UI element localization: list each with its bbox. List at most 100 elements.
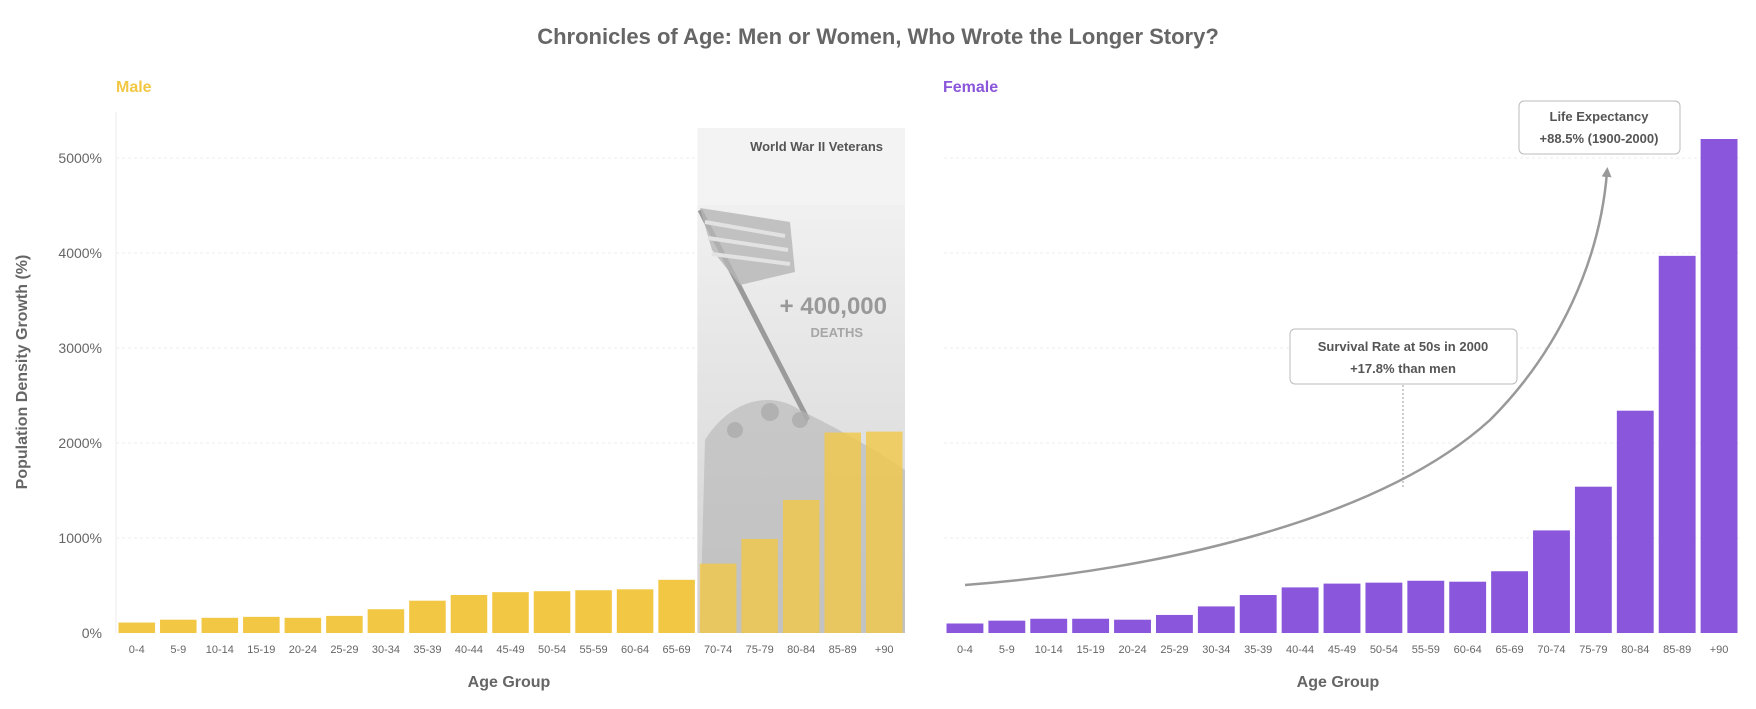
male-x-tick-label: 65-69 (663, 644, 691, 656)
male-x-tick-label: 20-24 (289, 644, 317, 656)
male-x-tick-label: 50-54 (538, 644, 566, 656)
female-bar-10-14 (1030, 618, 1068, 633)
female-bar-65-69 (1491, 571, 1529, 633)
female-x-axis-title: Age Group (1297, 674, 1380, 691)
female-x-tick-label: 70-74 (1537, 644, 1565, 656)
male-bar-20-24 (284, 617, 322, 633)
female-bar-20-24 (1114, 619, 1151, 633)
male-x-tick-label: 40-44 (455, 644, 483, 656)
female-x-tick-label: 50-54 (1370, 644, 1398, 656)
y-tick-label: 5000% (58, 150, 102, 166)
male-bar-15-19 (243, 616, 280, 633)
male-bar-25-29 (326, 615, 363, 633)
female-bar-45-49 (1323, 583, 1361, 633)
male-x-tick-label: 80-84 (787, 644, 815, 656)
male-bar-40-44 (450, 595, 488, 633)
female-bar-35-39 (1239, 595, 1277, 633)
male-x-tick-label: 55-59 (579, 644, 607, 656)
female-x-tick-label: 80-84 (1621, 644, 1649, 656)
male-x-tick-label: 0-4 (129, 644, 145, 656)
male-x-tick-label: 10-14 (206, 644, 234, 656)
female-bar-40-44 (1281, 587, 1319, 633)
female-x-tick-label: 10-14 (1035, 644, 1063, 656)
female-panel-label: Female (943, 79, 998, 96)
male-x-tick-label: 70-74 (704, 644, 732, 656)
male-bar-80-84 (782, 500, 820, 633)
female-bar-15-19 (1072, 618, 1110, 633)
female-bar-5-9 (988, 620, 1026, 633)
female-x-tick-label: 0-4 (957, 644, 973, 656)
female-bar-0-4 (946, 623, 984, 633)
female-x-tick-label: 20-24 (1118, 644, 1146, 656)
wwii-deaths-number: + 400,000 (780, 293, 887, 320)
male-x-tick-label: 15-19 (247, 644, 275, 656)
y-tick-label: 4000% (58, 245, 102, 261)
male-bar-70-74 (699, 563, 737, 633)
y-axis-title: Population Density Growth (%) (14, 255, 31, 490)
female-bar-+90 (1700, 139, 1738, 633)
female-x-tick-label: 35-39 (1244, 644, 1272, 656)
life-expectancy-arrow (964, 167, 1612, 587)
female-bar-55-59 (1407, 580, 1445, 633)
male-bar-+90 (865, 431, 903, 633)
survival-rate-line-2: +17.8% than men (1350, 361, 1456, 376)
male-x-tick-label: 75-79 (746, 644, 774, 656)
female-x-tick-label: 25-29 (1160, 644, 1188, 656)
male-x-tick-label: 45-49 (496, 644, 524, 656)
male-x-tick-label: +90 (875, 644, 894, 656)
female-bar-60-64 (1449, 581, 1487, 633)
male-bar-55-59 (575, 590, 612, 633)
male-bar-35-39 (409, 600, 446, 633)
male-x-tick-label: 85-89 (829, 644, 857, 656)
male-bar-45-49 (492, 592, 529, 633)
male-bar-75-79 (741, 538, 778, 633)
male-bar-85-89 (824, 432, 861, 633)
female-x-tick-label: 5-9 (999, 644, 1015, 656)
y-tick-label: 1000% (58, 530, 102, 546)
female-bars (946, 139, 1738, 633)
male-bars (118, 431, 903, 633)
male-panel-label: Male (116, 79, 152, 96)
male-x-tick-label: 60-64 (621, 644, 649, 656)
male-x-tick-label: 35-39 (413, 644, 441, 656)
male-bar-65-69 (658, 579, 695, 633)
wwii-deaths-caption: DEATHS (811, 325, 864, 340)
life-expectancy-line-2: +88.5% (1900-2000) (1540, 131, 1659, 146)
female-bar-25-29 (1155, 614, 1193, 633)
survival-rate-box (1289, 328, 1518, 385)
y-tick-label: 0% (82, 625, 102, 641)
male-bar-0-4 (118, 622, 156, 633)
female-x-tick-label: +90 (1710, 644, 1729, 656)
female-x-tick-label: 85-89 (1663, 644, 1691, 656)
female-x-tick-label: 60-64 (1454, 644, 1482, 656)
survival-rate-line-1: Survival Rate at 50s in 2000 (1318, 339, 1489, 354)
male-x-tick-label: 25-29 (330, 644, 358, 656)
male-x-tick-label: 30-34 (372, 644, 400, 656)
male-bar-10-14 (201, 617, 239, 633)
female-bar-30-34 (1197, 606, 1235, 633)
wwii-label: World War II Veterans (750, 139, 883, 154)
male-x-tick-label: 5-9 (170, 644, 186, 656)
male-bar-50-54 (533, 591, 571, 633)
y-axis-ticks: 0% 1000% 2000% 3000% 4000% 5000% (58, 150, 102, 641)
female-x-tick-label: 65-69 (1496, 644, 1524, 656)
y-tick-label: 2000% (58, 435, 102, 451)
female-bar-85-89 (1658, 255, 1696, 633)
life-expectancy-box (1518, 100, 1681, 155)
female-bar-80-84 (1616, 410, 1654, 633)
male-x-axis-title: Age Group (468, 674, 551, 691)
female-x-tick-label: 45-49 (1328, 644, 1356, 656)
male-x-tick-labels: 0-4 5-9 10-14 15-19 20-24 25-29 30-34 35-39 40-4… (129, 644, 894, 656)
female-bar-50-54 (1365, 582, 1403, 633)
female-x-tick-label: 55-59 (1412, 644, 1440, 656)
female-x-tick-labels: 0-4 5-9 10-14 15-19 20-24 25-29 30-34 35-39 40-4… (957, 644, 1728, 656)
female-x-tick-label: 75-79 (1579, 644, 1607, 656)
survival-rate-annotation: Survival Rate at 50s in 2000 +17.8% than… (1289, 328, 1518, 385)
female-x-tick-label: 40-44 (1286, 644, 1314, 656)
life-expectancy-line-1: Life Expectancy (1550, 109, 1650, 124)
male-bar-60-64 (616, 589, 654, 633)
male-bar-5-9 (160, 619, 197, 633)
female-x-tick-label: 30-34 (1202, 644, 1230, 656)
